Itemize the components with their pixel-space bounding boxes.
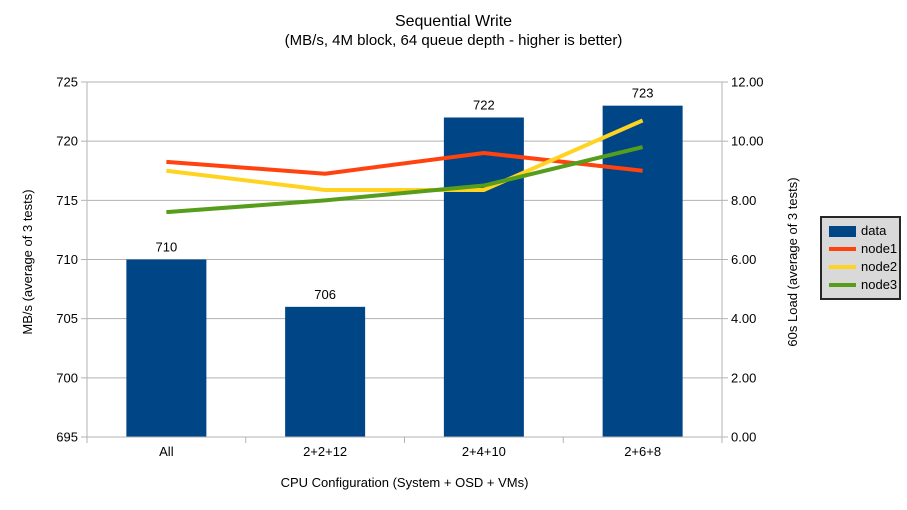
- bar-data: [602, 105, 683, 438]
- legend-item-node1: node1: [829, 241, 898, 256]
- left-tick-label: 725: [56, 75, 78, 90]
- bar-value-label: 723: [632, 86, 654, 101]
- category-label: 2+2+12: [303, 444, 347, 459]
- legend-swatch-node3: [829, 283, 856, 287]
- left-tick-label: 700: [56, 370, 78, 385]
- legend-item-node2: node2: [829, 259, 898, 274]
- left-tick-label: 705: [56, 311, 78, 326]
- legend-item-data: data: [829, 224, 895, 238]
- bar-value-label: 722: [473, 98, 495, 113]
- bar-value-label: 710: [156, 240, 178, 255]
- left-tick-label: 715: [56, 193, 78, 208]
- left-tick-label: 720: [56, 134, 78, 149]
- bar-value-label: 706: [314, 287, 336, 302]
- right-tick-label: 8.00: [731, 193, 756, 208]
- right-tick-label: 4.00: [731, 311, 756, 326]
- right-tick-label: 6.00: [731, 252, 756, 267]
- legend-swatch-node2: [829, 265, 856, 269]
- legend-swatch-data: [829, 225, 856, 237]
- chart-subtitle: (MB/s, 4M block, 64 queue depth - higher…: [284, 32, 623, 49]
- bar-data: [285, 306, 366, 437]
- bar-data: [443, 117, 524, 437]
- left-axis-title: MB/s (average of 3 tests): [20, 189, 35, 335]
- legend: data node1 node2 node3: [820, 216, 901, 300]
- legend-label-node3: node3: [861, 277, 898, 292]
- line-node3: [166, 145, 644, 215]
- legend-label-node1: node1: [861, 241, 898, 256]
- legend-item-node3: node3: [829, 277, 898, 292]
- right-tick-label: 0.00: [731, 430, 756, 445]
- chart-title: Sequential Write: [394, 13, 513, 30]
- left-tick-label: 695: [56, 430, 78, 445]
- right-tick-label: 10.00: [731, 134, 764, 149]
- right-tick-label: 2.00: [731, 370, 756, 385]
- x-axis-title: CPU Configuration (System + OSD + VMs): [280, 475, 529, 490]
- right-axis-title: 60s Load (average of 3 tests): [785, 177, 800, 347]
- legend-label-data: data: [861, 223, 887, 238]
- category-label: All: [159, 444, 174, 459]
- line-node1: [166, 150, 643, 176]
- left-tick-label: 710: [56, 252, 78, 267]
- category-label: 2+6+8: [624, 444, 661, 459]
- right-tick-label: 12.00: [731, 75, 764, 90]
- category-label: 2+4+10: [462, 444, 506, 459]
- legend-swatch-node1: [829, 247, 856, 251]
- line-node2: [166, 118, 644, 192]
- bar-data: [126, 259, 207, 437]
- legend-label-node2: node2: [861, 259, 898, 274]
